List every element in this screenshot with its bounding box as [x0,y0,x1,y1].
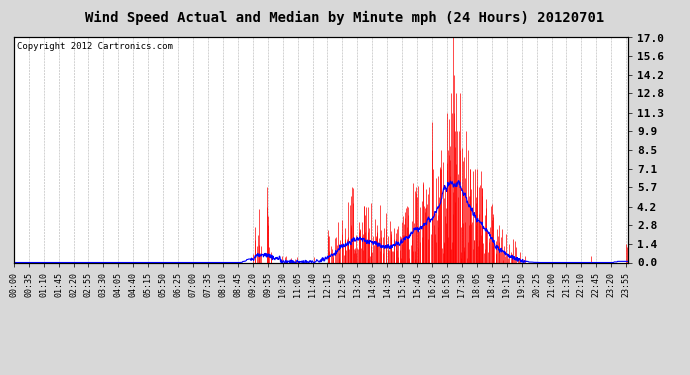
Text: Wind Speed Actual and Median by Minute mph (24 Hours) 20120701: Wind Speed Actual and Median by Minute m… [86,11,604,26]
Text: Copyright 2012 Cartronics.com: Copyright 2012 Cartronics.com [17,42,172,51]
